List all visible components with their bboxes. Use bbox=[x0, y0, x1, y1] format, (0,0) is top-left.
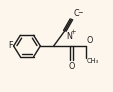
Text: N: N bbox=[66, 32, 72, 41]
Text: O: O bbox=[86, 36, 92, 45]
Text: O: O bbox=[68, 62, 74, 71]
Text: F: F bbox=[8, 41, 12, 51]
Text: −: − bbox=[77, 10, 82, 16]
Text: C: C bbox=[72, 9, 78, 18]
Text: CH₃: CH₃ bbox=[86, 59, 98, 64]
Text: +: + bbox=[70, 29, 75, 35]
